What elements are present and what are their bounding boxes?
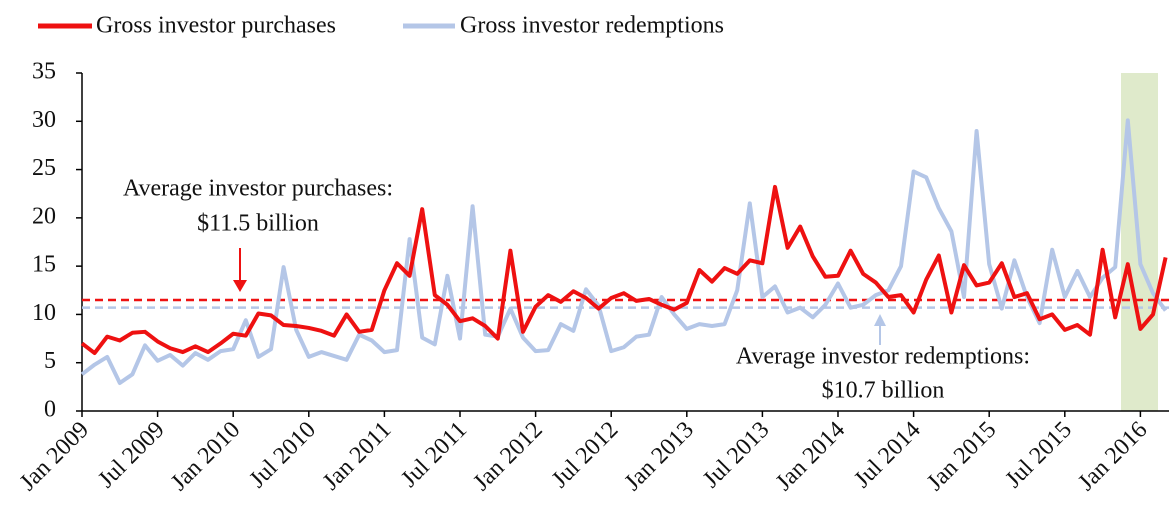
y-tick-label: 5 [44,348,56,374]
x-tick-label: Jul 2010 [245,417,321,493]
y-tick-label: 15 [32,252,56,278]
x-tick-label: Jul 2015 [1001,417,1077,493]
x-tick-label: Jul 2013 [698,417,774,493]
legend-label: Gross investor purchases [96,13,336,39]
y-tick-label: 20 [32,203,56,229]
x-tick-label: Jul 2009 [93,417,169,493]
x-tick-label: Jan 2009 [15,417,94,496]
arrow-head [233,280,247,292]
annotation: $11.5 billion [197,211,319,237]
y-tick-label: 0 [44,397,56,423]
x-tick-label: Jul 2012 [547,417,623,493]
annotation: Average investor purchases: [123,176,393,202]
x-tick-label: Jul 2014 [849,417,925,493]
series-line [80,118,1168,385]
x-tick-label: Jan 2012 [469,417,548,496]
x-tick-label: Jan 2011 [318,417,397,496]
y-tick-label: 25 [32,155,56,181]
y-tick-label: 30 [32,107,56,133]
y-tick-label: 35 [32,59,56,85]
series-line [80,184,1168,356]
arrow-head [874,314,886,326]
x-tick-label: Jan 2013 [620,417,699,496]
legend-label: Gross investor redemptions [460,13,724,39]
x-tick-label: Jan 2016 [1073,417,1152,496]
annotation: Average investor redemptions: [736,344,1030,370]
x-tick-label: Jul 2011 [396,417,472,493]
x-tick-label: Jan 2010 [166,417,245,496]
x-tick-label: Jan 2015 [922,417,1001,496]
annotation: $10.7 billion [822,378,945,404]
x-tick-label: Jan 2014 [771,417,850,496]
y-tick-label: 10 [32,300,56,326]
